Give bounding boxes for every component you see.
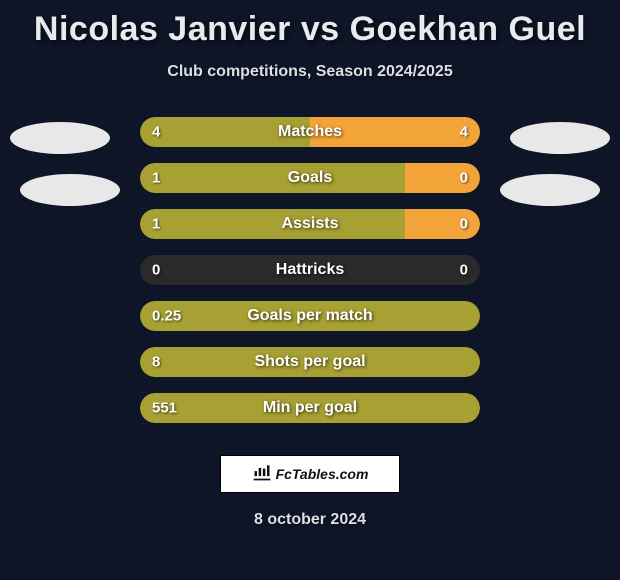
- stat-value-right: 0: [460, 262, 468, 279]
- chart-icon: [252, 462, 272, 487]
- source-badge: FcTables.com: [220, 455, 400, 493]
- stat-value-right: 4: [460, 124, 468, 141]
- date-label: 8 october 2024: [0, 511, 620, 529]
- stat-value-left: 0: [152, 262, 160, 279]
- stat-row: 0.25 Goals per match: [0, 293, 620, 339]
- stat-row: 1 0 Assists: [0, 201, 620, 247]
- stat-bar: 0.25 Goals per match: [140, 301, 480, 331]
- stat-row: 8 Shots per goal: [0, 339, 620, 385]
- stat-label: Min per goal: [263, 399, 357, 417]
- stat-value-left: 4: [152, 124, 160, 141]
- stat-row: 1 0 Goals: [0, 155, 620, 201]
- subtitle: Club competitions, Season 2024/2025: [0, 63, 620, 81]
- stat-value-left: 1: [152, 170, 160, 187]
- stat-row: 551 Min per goal: [0, 385, 620, 431]
- stat-value-right: 0: [460, 216, 468, 233]
- stat-bar: 0 0 Hattricks: [140, 255, 480, 285]
- page-title: Nicolas Janvier vs Goekhan Guel: [0, 0, 620, 49]
- stat-value-left: 551: [152, 400, 177, 417]
- bar-right-segment: [405, 209, 480, 239]
- bar-left-segment: [140, 163, 405, 193]
- bar-right-segment: [405, 163, 480, 193]
- stats-chart: 4 4 Matches 1 0 Goals 1 0 Assists 0 0 Hattricks 0.25…: [0, 109, 620, 431]
- stat-bar: 8 Shots per goal: [140, 347, 480, 377]
- stat-label: Hattricks: [276, 261, 344, 279]
- stat-value-left: 0.25: [152, 308, 181, 325]
- stat-row: 4 4 Matches: [0, 109, 620, 155]
- stat-bar: 1 0 Assists: [140, 209, 480, 239]
- stat-label: Goals: [288, 169, 332, 187]
- source-badge-text: FcTables.com: [276, 466, 369, 482]
- stat-bar: 551 Min per goal: [140, 393, 480, 423]
- stat-label: Shots per goal: [254, 353, 365, 371]
- bar-left-segment: [140, 209, 405, 239]
- stat-value-left: 1: [152, 216, 160, 233]
- stat-label: Goals per match: [247, 307, 372, 325]
- stat-bar: 1 0 Goals: [140, 163, 480, 193]
- stat-label: Matches: [278, 123, 342, 141]
- stat-row: 0 0 Hattricks: [0, 247, 620, 293]
- stat-label: Assists: [282, 215, 339, 233]
- stat-value-right: 0: [460, 170, 468, 187]
- stat-value-left: 8: [152, 354, 160, 371]
- stat-bar: 4 4 Matches: [140, 117, 480, 147]
